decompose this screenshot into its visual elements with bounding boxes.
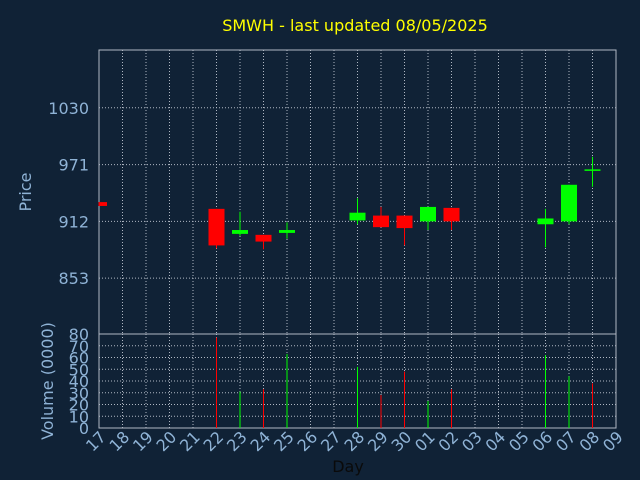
volume-y-tick-label: 40 [69,372,89,391]
candle-body [584,169,601,171]
candle-body [255,234,272,242]
x-tick-labels: 1718192021222324252627282930010203040506… [82,427,627,455]
chart-title: SMWH - last updated 08/05/2025 [222,16,488,35]
volume-bars [216,337,593,428]
price-y-axis-label: Price [16,172,35,211]
candle-body [443,207,460,222]
price-candles [98,156,601,250]
price-y-tick-labels: 853 912 971 1030 [48,99,89,288]
volume-y-tick-label: 30 [69,384,89,403]
x-tick-label: 09 [599,427,627,455]
price-y-tick-label: 853 [58,269,89,288]
candle-body [279,230,295,233]
volume-y-tick-label: 80 [69,325,89,344]
volume-y-tick-label: 50 [69,360,89,379]
candle-body [396,215,413,229]
volume-y-tick-label: 20 [69,396,89,415]
price-panel: 853 912 971 1030 Price [16,49,617,335]
candle-body [99,202,107,206]
candle-body [420,206,436,222]
candle-body [208,208,225,246]
price-grid [98,50,617,334]
candle-body [561,184,577,222]
price-y-tick-label: 1030 [48,99,89,118]
volume-y-tick-label: 0 [79,419,89,438]
candle-body [349,212,366,221]
volume-y-axis-label: Volume (0000) [38,322,57,440]
volume-y-tick-label: 10 [69,407,89,426]
candle-body [537,218,554,225]
price-y-tick-label: 971 [58,156,89,175]
candle-body [232,230,248,234]
volume-y-tick-label: 60 [69,349,89,368]
volume-y-tick-label: 70 [69,337,89,356]
candle-body [373,215,389,228]
price-y-tick-label: 912 [58,212,89,231]
x-axis-label: Day [332,457,364,476]
